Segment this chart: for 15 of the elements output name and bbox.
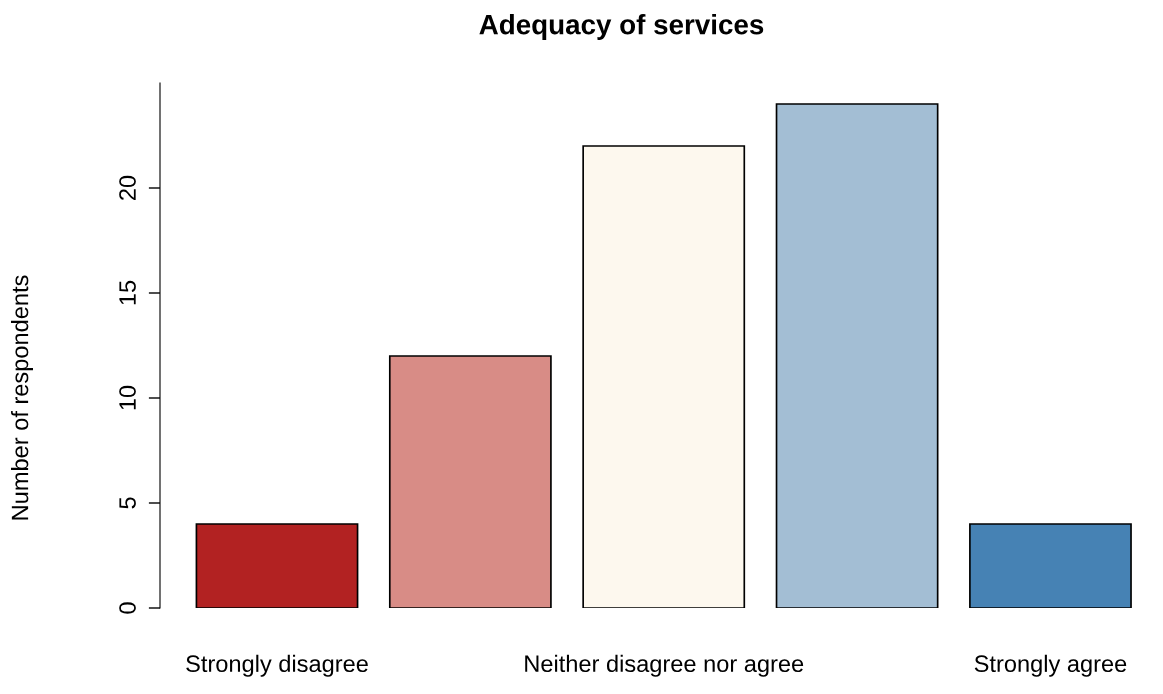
bar <box>388 355 552 608</box>
y-tick-label: 5 <box>119 497 136 509</box>
x-tick-label: Neither disagree nor agree <box>525 654 804 677</box>
x-tick-label: Strongly agree <box>974 654 1127 677</box>
y-tick-label: 0 <box>119 602 136 614</box>
bar <box>969 523 1132 608</box>
y-tick-label: 20 <box>119 175 136 200</box>
y-tick-label: 15 <box>119 280 136 305</box>
bar <box>582 145 746 608</box>
chart-title: Adequacy of services <box>479 14 764 40</box>
bar <box>775 103 939 608</box>
x-tick-label: Strongly disagree <box>186 654 368 677</box>
bar <box>195 523 359 608</box>
y-axis-title: Number of respondents <box>11 275 33 520</box>
y-tick-label: 10 <box>119 385 136 410</box>
